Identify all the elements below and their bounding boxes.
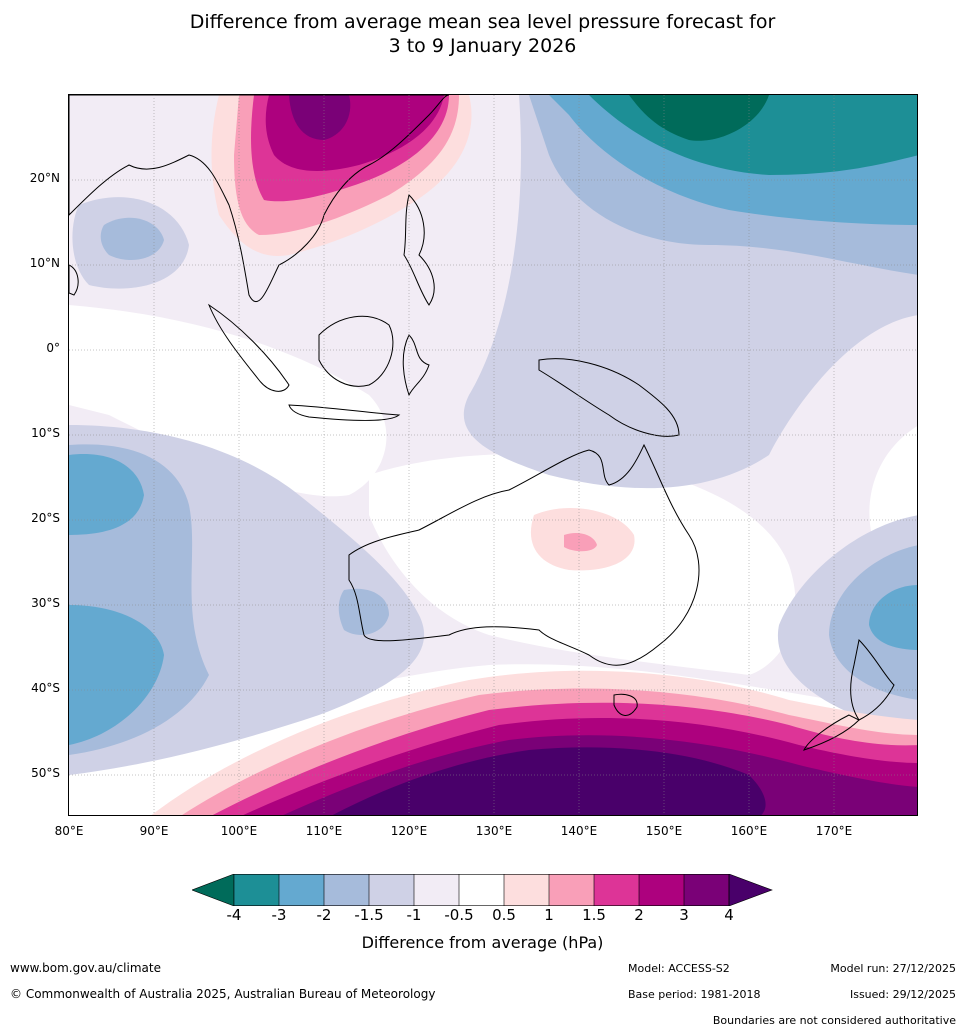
- title-line-2: 3 to 9 January 2026: [388, 35, 577, 57]
- colorbar-swatch: [639, 874, 684, 906]
- lon-label-130e: 130°E: [475, 824, 513, 838]
- lon-label-170e: 170°E: [815, 824, 853, 838]
- colorbar-dividers: [233, 874, 730, 906]
- sulawesi-coast: [402, 334, 430, 397]
- copyright-text: © Commonwealth of Australia 2025, Austra…: [10, 987, 436, 1001]
- colorbar-tick-label: -4: [226, 906, 242, 924]
- anomaly-region-neg-2-east: [869, 585, 917, 650]
- lon-label-110e: 110°E: [305, 824, 343, 838]
- anomaly-region-neg-2-sw: [69, 605, 164, 745]
- colorbar-swatch: [459, 874, 504, 906]
- colorbar-tick-label: -3: [271, 906, 287, 924]
- anomaly-region-neg-2-west: [69, 454, 144, 535]
- colorbar-tick-label: 1.5: [582, 906, 606, 924]
- colorbar-tick-label: -1.5: [354, 906, 384, 924]
- title-line-1: Difference from average mean sea level p…: [189, 11, 776, 33]
- sumatra-coast: [207, 303, 290, 392]
- tasmania-coast: [613, 693, 638, 716]
- colorbar-swatch: [279, 874, 324, 906]
- colorbar-tick-label: 1: [544, 906, 554, 924]
- chart-title: Difference from average mean sea level p…: [0, 10, 965, 58]
- anomaly-region-pos-3-asia: [289, 95, 351, 140]
- lon-label-160e: 160°E: [730, 824, 768, 838]
- boundaries-disclaimer: Boundaries are not considered authoritat…: [712, 1014, 956, 1027]
- colorbar-tick-label: -1: [406, 906, 422, 924]
- colorbar-tick-label: -0.5: [444, 906, 474, 924]
- new-guinea-coast: [538, 358, 680, 437]
- java-coast: [288, 404, 401, 421]
- anomaly-region-neutral-indian: [69, 305, 387, 497]
- pressure-anomaly-map: [68, 94, 918, 816]
- lon-label-150e: 150°E: [645, 824, 683, 838]
- new-zealand-north-coast: [850, 638, 895, 721]
- colorbar-swatch: [324, 874, 369, 906]
- colorbar-frame: [233, 874, 730, 906]
- colorbar-swatch: [594, 874, 639, 906]
- lat-label-0: 0°: [46, 341, 60, 355]
- lat-label-20s: 20°S: [31, 511, 60, 525]
- anomaly-region-neg-1.5-bob: [100, 217, 164, 260]
- colorbar-tick-label: -2: [316, 906, 332, 924]
- base-period: Base period: 1981-2018: [628, 988, 761, 1001]
- model-run-date: Model run: 27/12/2025: [830, 962, 956, 975]
- colorbar-swatch: [684, 874, 729, 906]
- colorbar-tick-label: 4: [724, 906, 734, 924]
- se-asia-coast: [69, 95, 450, 303]
- colorbar-tick-label: 3: [679, 906, 689, 924]
- map-svg: [69, 95, 917, 815]
- lon-label-90e: 90°E: [139, 824, 169, 838]
- australia-coast: [348, 443, 700, 666]
- new-zealand-south-coast: [803, 714, 860, 751]
- anomaly-region-pos-1-aus: [564, 533, 597, 552]
- coastlines: [69, 95, 895, 751]
- colorbar-tick-label: 0.5: [492, 906, 516, 924]
- colorbar-swatch: [414, 874, 459, 906]
- issued-date: Issued: 29/12/2025: [849, 988, 956, 1001]
- website-link[interactable]: www.bom.gov.au/climate: [10, 961, 161, 975]
- lat-label-10n: 10°N: [29, 256, 60, 270]
- colorbar: [192, 874, 773, 906]
- lat-label-50s: 50°S: [31, 766, 60, 780]
- colorbar-swatch: [234, 874, 279, 906]
- sri-lanka-coast: [69, 264, 79, 296]
- lat-label-10s: 10°S: [31, 426, 60, 440]
- lon-label-140e: 140°E: [560, 824, 598, 838]
- colorbar-extend-high: [728, 874, 773, 906]
- lon-label-80e: 80°E: [54, 824, 84, 838]
- lon-label-120e: 120°E: [390, 824, 428, 838]
- anomaly-region-pos-4-south: [332, 747, 766, 815]
- lat-label-30s: 30°S: [31, 596, 60, 610]
- colorbar-tick-label: 2: [634, 906, 644, 924]
- lat-label-40s: 40°S: [31, 681, 60, 695]
- graticule: [69, 95, 917, 815]
- anomaly-region-neg-4: [629, 95, 769, 141]
- lon-label-100e: 100°E: [220, 824, 258, 838]
- colorbar-swatch: [369, 874, 414, 906]
- colorbar-label: Difference from average (hPa): [361, 933, 604, 952]
- philippines-coast: [403, 194, 435, 306]
- colorbar-swatch: [504, 874, 549, 906]
- model-name: Model: ACCESS-S2: [628, 962, 730, 975]
- colorbar-swatch: [549, 874, 594, 906]
- anomaly-region-neg-1.5-wa: [338, 588, 389, 635]
- borneo-coast: [318, 315, 394, 387]
- colorbar-extend-low: [192, 874, 235, 906]
- lat-label-20n: 20°N: [29, 171, 60, 185]
